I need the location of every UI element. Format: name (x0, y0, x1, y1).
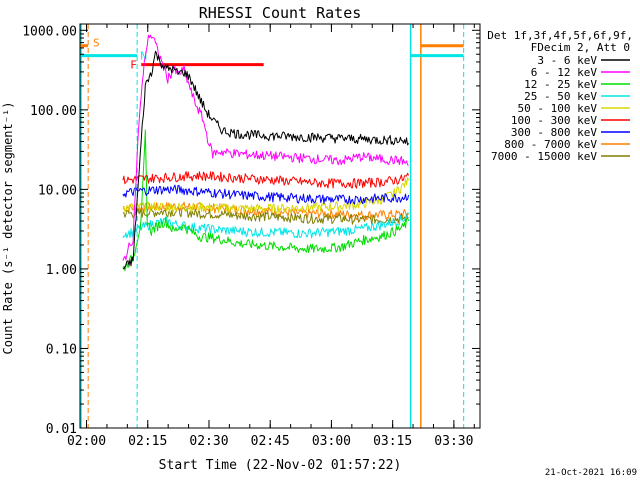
legend-entry-label: 12 - 25 keV (524, 78, 597, 91)
plot-frame (79, 23, 481, 429)
legend-entry-label: 25 - 50 keV (524, 90, 597, 103)
legend-entry-label: 6 - 12 keV (531, 66, 598, 79)
series-line (122, 129, 410, 272)
y-tick-label: 0.10 (46, 342, 77, 357)
legend-header-line-2: FDecim 2, Att 0 (531, 41, 630, 54)
x-tick-label: 02:45 (251, 434, 290, 449)
legend-entry-label: 800 - 7000 keV (504, 138, 597, 151)
series-line (122, 50, 410, 270)
legend-entry-label: 300 - 800 keV (511, 126, 597, 139)
timestamp-label: 21-Oct-2021 16:09 (545, 468, 637, 478)
series-line (122, 184, 410, 205)
x-tick-label: 02:00 (67, 434, 106, 449)
x-tick-label: 03:15 (373, 434, 412, 449)
y-tick-label: 1000.00 (22, 24, 77, 39)
chart-title: RHESSI Count Rates (199, 4, 362, 22)
legend-entry-label: 50 - 100 keV (518, 102, 598, 115)
legend-entry-label: 100 - 300 keV (511, 114, 597, 127)
x-tick-label: 03:30 (434, 434, 473, 449)
series-line (122, 34, 409, 261)
series-line (122, 206, 409, 225)
x-tick-label: 02:15 (128, 434, 167, 449)
x-tick-label: 02:30 (189, 434, 228, 449)
flare-label: F (130, 59, 137, 72)
plot-area: S NF (80, 24, 465, 428)
y-tick-label: 1.00 (46, 263, 77, 278)
y-tick-label: 10.00 (38, 183, 77, 198)
y-axis-label: Count Rate (s⁻¹ detector segment⁻¹) (1, 102, 15, 355)
legend-header-line-1: Det 1f,3f,4f,5f,6f,9f, (487, 29, 633, 42)
night-label: N (140, 50, 147, 63)
series-line (122, 212, 409, 239)
x-tick-label: 03:00 (312, 434, 351, 449)
axes: 0.01 0.10 1.00 10.00 100.00 1000.00 02:00 02:15… (22, 23, 481, 449)
legend: Det 1f,3f,4f,5f,6f,9f, FDecim 2, Att 0 3… (487, 29, 633, 163)
series-line (122, 171, 410, 189)
series-line (122, 177, 410, 214)
legend-entry-label: 3 - 6 keV (537, 54, 597, 67)
y-tick-label: 0.01 (46, 422, 77, 437)
y-tick-label: 100.00 (30, 104, 77, 119)
attenuator-label: S (93, 37, 100, 50)
x-axis-label: Start Time (22-Nov-02 01:57:22) (159, 458, 402, 473)
legend-entry-label: 7000 - 15000 keV (491, 150, 597, 163)
